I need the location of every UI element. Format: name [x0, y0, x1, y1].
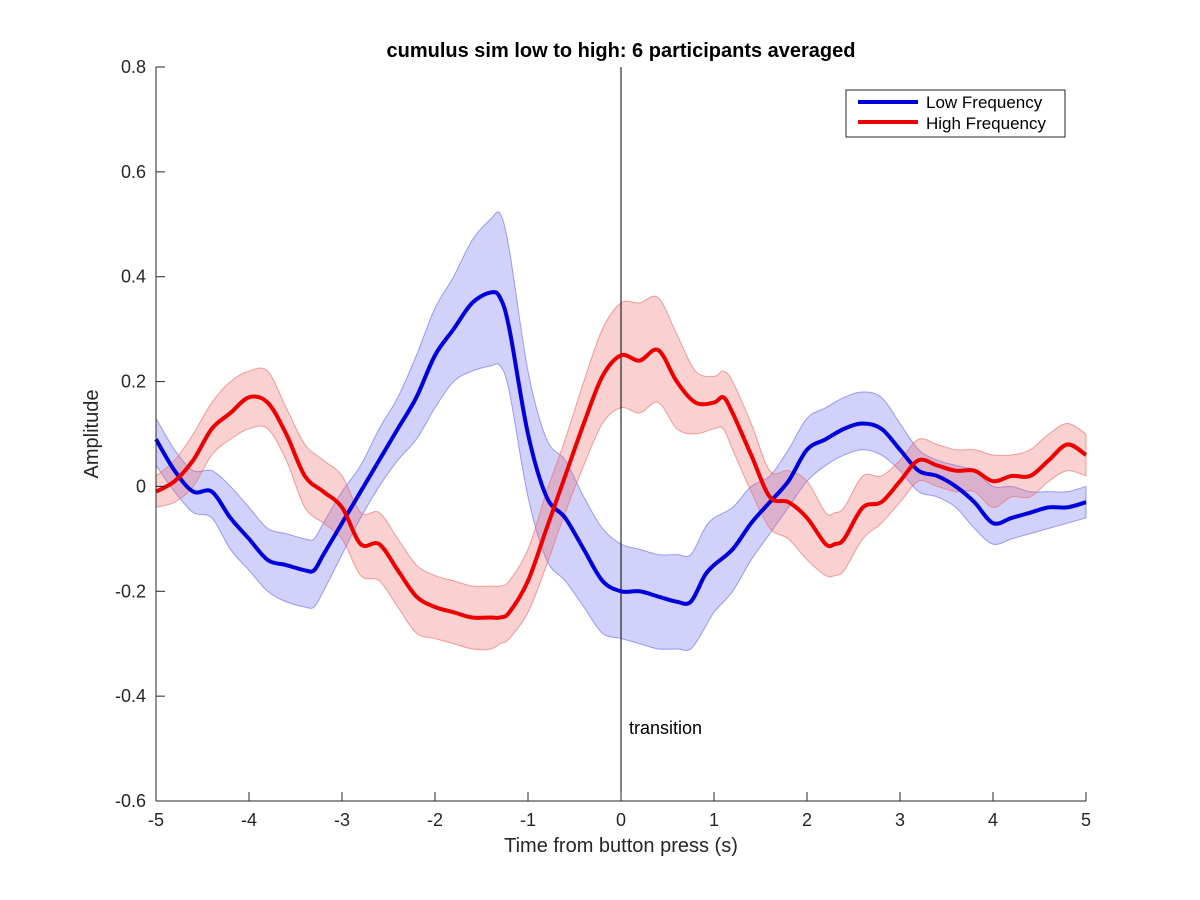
x-tick-label: -2: [427, 810, 443, 830]
chart-title: cumulus sim low to high: 6 participants …: [387, 40, 856, 62]
x-tick-label: 5: [1081, 810, 1091, 830]
y-tick-label: 0.2: [121, 372, 146, 392]
y-tick-label: 0.4: [121, 267, 146, 287]
x-tick-label: 3: [895, 810, 905, 830]
x-tick-label: 4: [988, 810, 998, 830]
y-tick-label: -0.2: [115, 581, 146, 601]
x-tick-label: 1: [709, 810, 719, 830]
y-tick-label: 0.8: [121, 57, 146, 77]
line-high-frequency: [155, 347, 1088, 620]
x-tick-label: 0: [616, 810, 626, 830]
band-high-frequency: [155, 295, 1087, 651]
y-axis-label: Amplitude: [81, 390, 103, 479]
y-tick-label: 0.6: [121, 162, 146, 182]
legend-label-high-frequency: High Frequency: [926, 114, 1047, 133]
legend: Low Frequency High Frequency: [845, 89, 1066, 138]
line-low-frequency: [154, 290, 1087, 606]
x-axis-ticks: -5 -4 -3 -2 -1 0 1 2 3 4 5: [148, 792, 1091, 830]
legend-label-low-frequency: Low Frequency: [926, 93, 1043, 112]
x-tick-label: -5: [148, 810, 164, 830]
y-tick-label: -0.4: [115, 686, 146, 706]
x-tick-label: -3: [334, 810, 350, 830]
y-axis-ticks: -0.6 -0.4 -0.2 0 0.2 0.4 0.6 0.8: [115, 57, 165, 811]
legend-box: [845, 89, 1066, 138]
x-axis-label: Time from button press (s): [504, 835, 738, 857]
transition-annotation: transition: [629, 718, 702, 738]
x-tick-label: 2: [802, 810, 812, 830]
series-lines: [154, 290, 1088, 620]
x-tick-label: -1: [520, 810, 536, 830]
y-tick-label: 0: [136, 476, 146, 496]
x-tick-label: -4: [241, 810, 257, 830]
y-tick-label: -0.6: [115, 791, 146, 811]
